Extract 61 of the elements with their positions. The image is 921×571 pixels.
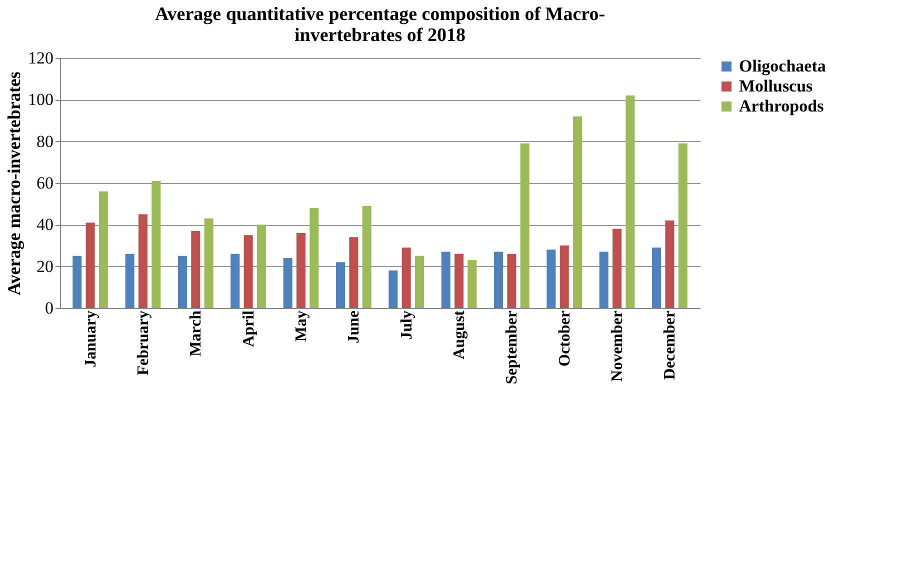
bar xyxy=(244,235,253,308)
y-tick-label: 80 xyxy=(36,132,54,151)
bar xyxy=(599,252,608,308)
bar xyxy=(230,254,240,308)
bar xyxy=(362,206,372,308)
bar xyxy=(178,256,187,308)
text: Average quantitative percentage composition of Macro- xyxy=(154,4,606,25)
legend-label: Arthropods xyxy=(739,96,824,116)
bar xyxy=(454,254,464,308)
bar xyxy=(388,270,398,308)
bar xyxy=(336,262,345,308)
y-tick-label: 0 xyxy=(45,298,54,318)
bar xyxy=(652,248,662,308)
bar xyxy=(125,254,134,308)
bar xyxy=(678,143,688,308)
y-axis-title: Average macro-invertebrates xyxy=(4,72,24,296)
x-tick-label: July xyxy=(398,310,416,340)
x-tick-label: October xyxy=(556,310,574,366)
y-tick-label: 40 xyxy=(36,215,54,234)
bar xyxy=(468,260,477,308)
bar xyxy=(402,248,411,308)
bar xyxy=(520,143,530,308)
y-tick-label: 60 xyxy=(36,174,54,192)
x-tick-label: November xyxy=(609,310,626,382)
bar xyxy=(349,237,358,308)
bar xyxy=(72,256,82,308)
bar xyxy=(507,254,516,308)
bar xyxy=(560,246,569,308)
x-tick-label: May xyxy=(292,310,310,342)
x-tick-label: December xyxy=(662,310,679,380)
text: invertebrates of 2018 xyxy=(294,25,466,46)
x-tick-label: August xyxy=(451,310,468,360)
bar xyxy=(665,220,674,308)
bar xyxy=(546,250,556,308)
bar xyxy=(573,116,582,308)
bar xyxy=(494,252,504,308)
bar xyxy=(415,256,424,308)
bar xyxy=(626,96,635,308)
bar xyxy=(296,233,306,308)
x-tick-label: September xyxy=(504,310,521,384)
bar xyxy=(191,230,200,308)
y-tick-label: 120 xyxy=(28,48,54,68)
bar xyxy=(86,222,95,308)
bar xyxy=(152,180,161,308)
x-tick-label: February xyxy=(134,310,152,376)
bar xyxy=(138,214,148,308)
bar xyxy=(310,208,319,308)
y-tick-label: 100 xyxy=(28,90,54,110)
x-tick-label: January xyxy=(82,310,100,368)
x-tick-label: June xyxy=(346,310,363,344)
bar xyxy=(98,191,108,308)
bar xyxy=(283,258,292,308)
x-tick-label: April xyxy=(240,310,258,347)
bar xyxy=(441,252,450,308)
bar xyxy=(204,218,214,308)
bar xyxy=(612,228,622,308)
legend-label: Oligochaeta xyxy=(739,56,826,76)
bar xyxy=(256,224,266,308)
y-tick-label: 20 xyxy=(36,256,54,276)
x-tick-label: March xyxy=(188,310,205,356)
legend-label: Molluscus xyxy=(739,76,814,96)
